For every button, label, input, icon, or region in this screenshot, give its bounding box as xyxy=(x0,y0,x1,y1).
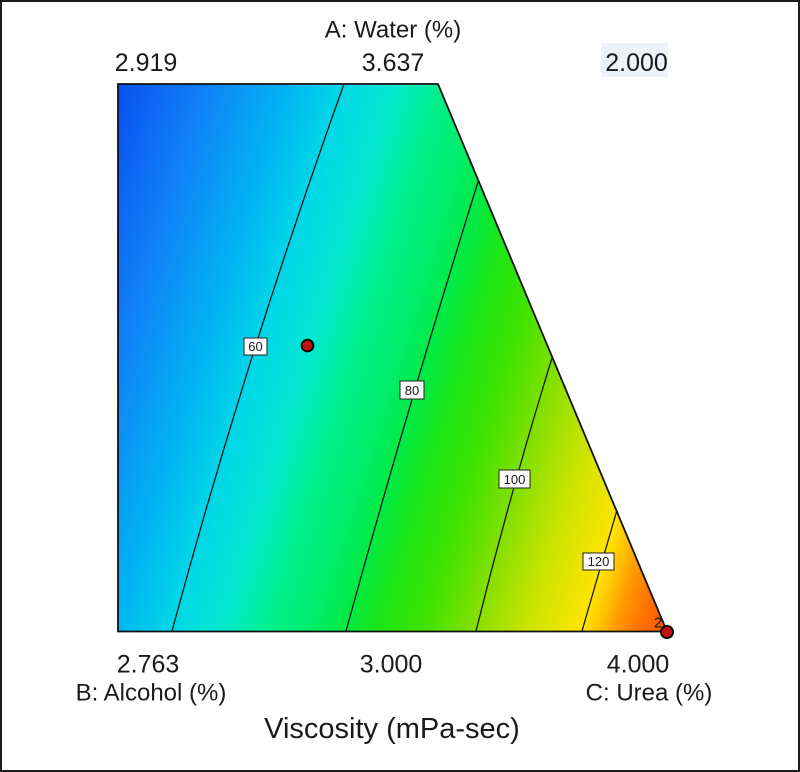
svg-text:2.763: 2.763 xyxy=(117,651,180,679)
svg-text:C: Urea (%): C: Urea (%) xyxy=(586,680,713,707)
svg-text:80: 80 xyxy=(405,383,419,398)
svg-text:2: 2 xyxy=(654,616,662,632)
svg-text:2.919: 2.919 xyxy=(115,49,178,77)
svg-text:Viscosity (mPa-sec): Viscosity (mPa-sec) xyxy=(264,713,520,745)
svg-text:100: 100 xyxy=(504,472,526,487)
svg-text:3.637: 3.637 xyxy=(362,49,425,77)
svg-text:3.000: 3.000 xyxy=(360,651,423,679)
svg-text:60: 60 xyxy=(248,339,262,354)
svg-text:A: Water (%): A: Water (%) xyxy=(325,17,461,44)
svg-text:2.000: 2.000 xyxy=(605,49,668,77)
svg-text:4.000: 4.000 xyxy=(607,651,670,679)
svg-text:B: Alcohol (%): B: Alcohol (%) xyxy=(76,680,227,707)
svg-text:120: 120 xyxy=(588,554,610,569)
